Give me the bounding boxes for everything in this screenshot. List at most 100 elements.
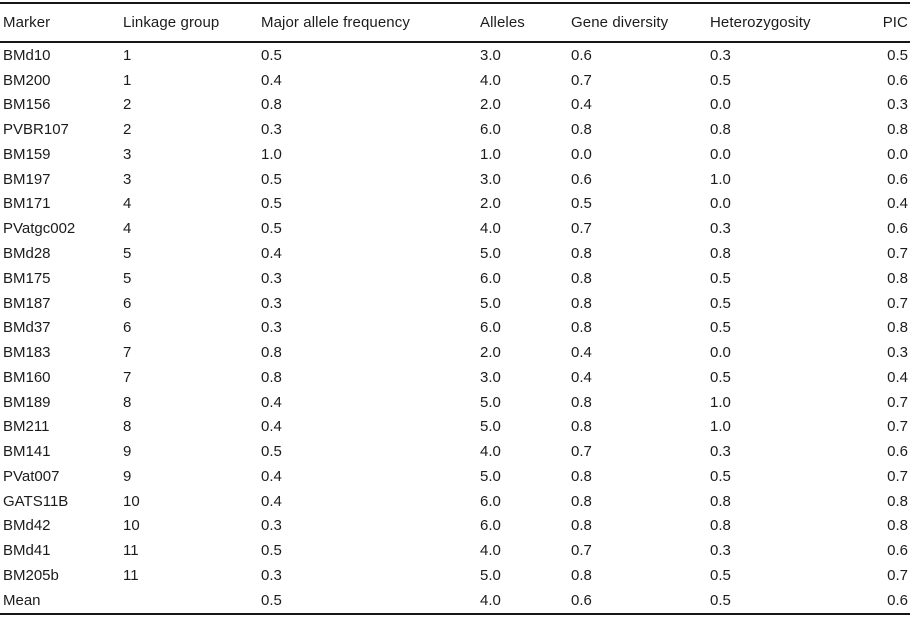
cell-gene-diversity: 0.8 xyxy=(571,467,592,485)
cell-major-allele-frequency: 0.8 xyxy=(261,344,282,362)
cell-alleles: 6.0 xyxy=(480,121,501,139)
cell-linkage-group: 8 xyxy=(123,418,132,436)
cell-linkage-group: 7 xyxy=(123,344,132,362)
cell-heterozygosity: 0.3 xyxy=(710,542,731,560)
cell-heterozygosity: 1.0 xyxy=(710,393,731,411)
column-header-heterozygosity: Heterozygosity xyxy=(710,3,878,43)
cell-pic: 0.6 xyxy=(887,71,908,89)
cell-pic: 0.6 xyxy=(887,443,908,461)
cell-pic: 0.0 xyxy=(887,145,908,163)
cell-linkage-group: 10 xyxy=(123,517,140,535)
table-row: BMd41 11 0.5 4.0 0.7 0.3 0.6 xyxy=(0,538,910,563)
cell-pic: 0.6 xyxy=(887,542,908,560)
cell-pic: 0.4 xyxy=(887,195,908,213)
cell-alleles: 5.0 xyxy=(480,418,501,436)
column-header-gene-diversity: Gene diversity xyxy=(571,3,710,43)
cell-alleles: 1.0 xyxy=(480,145,501,163)
cell-gene-diversity: 0.6 xyxy=(571,591,592,609)
cell-heterozygosity: 1.0 xyxy=(710,170,731,188)
mean-row: Mean 0.5 4.0 0.6 0.5 0.6 xyxy=(0,588,910,614)
cell-marker: BM160 xyxy=(3,368,51,386)
cell-marker: BM187 xyxy=(3,294,51,312)
table-row: BMd10 1 0.5 3.0 0.6 0.3 0.5 xyxy=(0,42,910,68)
cell-gene-diversity: 0.8 xyxy=(571,294,592,312)
cell-gene-diversity: 0.4 xyxy=(571,368,592,386)
table-row: GATS11B 10 0.4 6.0 0.8 0.8 0.8 xyxy=(0,489,910,514)
cell-major-allele-frequency: 0.5 xyxy=(261,542,282,560)
cell-gene-diversity: 0.8 xyxy=(571,492,592,510)
cell-alleles: 4.0 xyxy=(480,542,501,560)
cell-major-allele-frequency: 0.3 xyxy=(261,319,282,337)
cell-alleles: 3.0 xyxy=(480,368,501,386)
cell-marker: BM171 xyxy=(3,195,51,213)
cell-gene-diversity: 0.7 xyxy=(571,542,592,560)
column-header-alleles: Alleles xyxy=(480,3,571,43)
table-row: BM189 8 0.4 5.0 0.8 1.0 0.7 xyxy=(0,390,910,415)
cell-pic: 0.8 xyxy=(887,121,908,139)
table-row: BM159 3 1.0 1.0 0.0 0.0 0.0 xyxy=(0,142,910,167)
cell-marker: BM205b xyxy=(3,566,59,584)
cell-linkage-group: 8 xyxy=(123,393,132,411)
cell-pic: 0.7 xyxy=(887,418,908,436)
table-row: BM156 2 0.8 2.0 0.4 0.0 0.3 xyxy=(0,93,910,118)
cell-heterozygosity: 0.3 xyxy=(710,46,731,64)
cell-alleles: 6.0 xyxy=(480,517,501,535)
cell-alleles: 4.0 xyxy=(480,71,501,89)
cell-gene-diversity: 0.6 xyxy=(571,46,592,64)
column-header-linkage-group: Linkage group xyxy=(123,3,261,43)
cell-marker: BM159 xyxy=(3,145,51,163)
cell-linkage-group: 11 xyxy=(123,542,139,560)
cell-major-allele-frequency: 0.3 xyxy=(261,269,282,287)
cell-gene-diversity: 0.7 xyxy=(571,71,592,89)
cell-major-allele-frequency: 1.0 xyxy=(261,145,282,163)
cell-alleles: 2.0 xyxy=(480,344,501,362)
cell-major-allele-frequency: 0.4 xyxy=(261,245,282,262)
cell-linkage-group: 4 xyxy=(123,195,132,213)
cell-marker: BM156 xyxy=(3,96,51,114)
cell-marker: PVat007 xyxy=(3,467,60,485)
cell-heterozygosity: 1.0 xyxy=(710,418,731,436)
cell-linkage-group: 10 xyxy=(123,492,140,510)
table-row: BMd42 10 0.3 6.0 0.8 0.8 0.8 xyxy=(0,514,910,539)
cell-heterozygosity: 0.8 xyxy=(710,245,731,262)
table-row: PVatgc002 4 0.5 4.0 0.7 0.3 0.6 xyxy=(0,216,910,241)
cell-major-allele-frequency: 0.4 xyxy=(261,393,282,411)
cell-alleles: 2.0 xyxy=(480,195,501,213)
cell-major-allele-frequency: 0.4 xyxy=(261,467,282,485)
cell-major-allele-frequency: 0.5 xyxy=(261,220,282,238)
cell-gene-diversity: 0.4 xyxy=(571,96,592,114)
cell-alleles: 4.0 xyxy=(480,591,501,609)
cell-marker: BM189 xyxy=(3,393,51,411)
cell-major-allele-frequency: 0.5 xyxy=(261,443,282,461)
cell-heterozygosity: 0.5 xyxy=(710,467,731,485)
cell-major-allele-frequency: 0.5 xyxy=(261,170,282,188)
cell-marker: BMd28 xyxy=(3,245,51,262)
cell-pic: 0.7 xyxy=(887,566,908,584)
cell-linkage-group xyxy=(123,588,261,614)
cell-marker: BMd42 xyxy=(3,517,51,535)
cell-gene-diversity: 0.4 xyxy=(571,344,592,362)
cell-linkage-group: 2 xyxy=(123,96,132,114)
cell-linkage-group: 5 xyxy=(123,245,132,262)
cell-heterozygosity: 0.3 xyxy=(710,220,731,238)
cell-linkage-group: 5 xyxy=(123,269,132,287)
cell-linkage-group: 7 xyxy=(123,368,132,386)
column-header-major-allele-frequency: Major allele frequency xyxy=(261,3,480,43)
cell-marker: BM211 xyxy=(3,418,50,436)
cell-pic: 0.5 xyxy=(887,46,908,64)
cell-pic: 0.7 xyxy=(887,393,908,411)
cell-heterozygosity: 0.0 xyxy=(710,96,731,114)
cell-marker: BMd10 xyxy=(3,46,51,64)
cell-alleles: 6.0 xyxy=(480,269,501,287)
cell-alleles: 4.0 xyxy=(480,220,501,238)
cell-pic: 0.7 xyxy=(887,467,908,485)
cell-gene-diversity: 0.7 xyxy=(571,220,592,238)
cell-major-allele-frequency: 0.5 xyxy=(261,46,282,64)
cell-gene-diversity: 0.8 xyxy=(571,517,592,535)
cell-pic: 0.4 xyxy=(887,368,908,386)
cell-marker: Mean xyxy=(3,591,41,609)
table-row: BM183 7 0.8 2.0 0.4 0.0 0.3 xyxy=(0,340,910,365)
cell-pic: 0.3 xyxy=(887,96,908,114)
cell-heterozygosity: 0.5 xyxy=(710,269,731,287)
